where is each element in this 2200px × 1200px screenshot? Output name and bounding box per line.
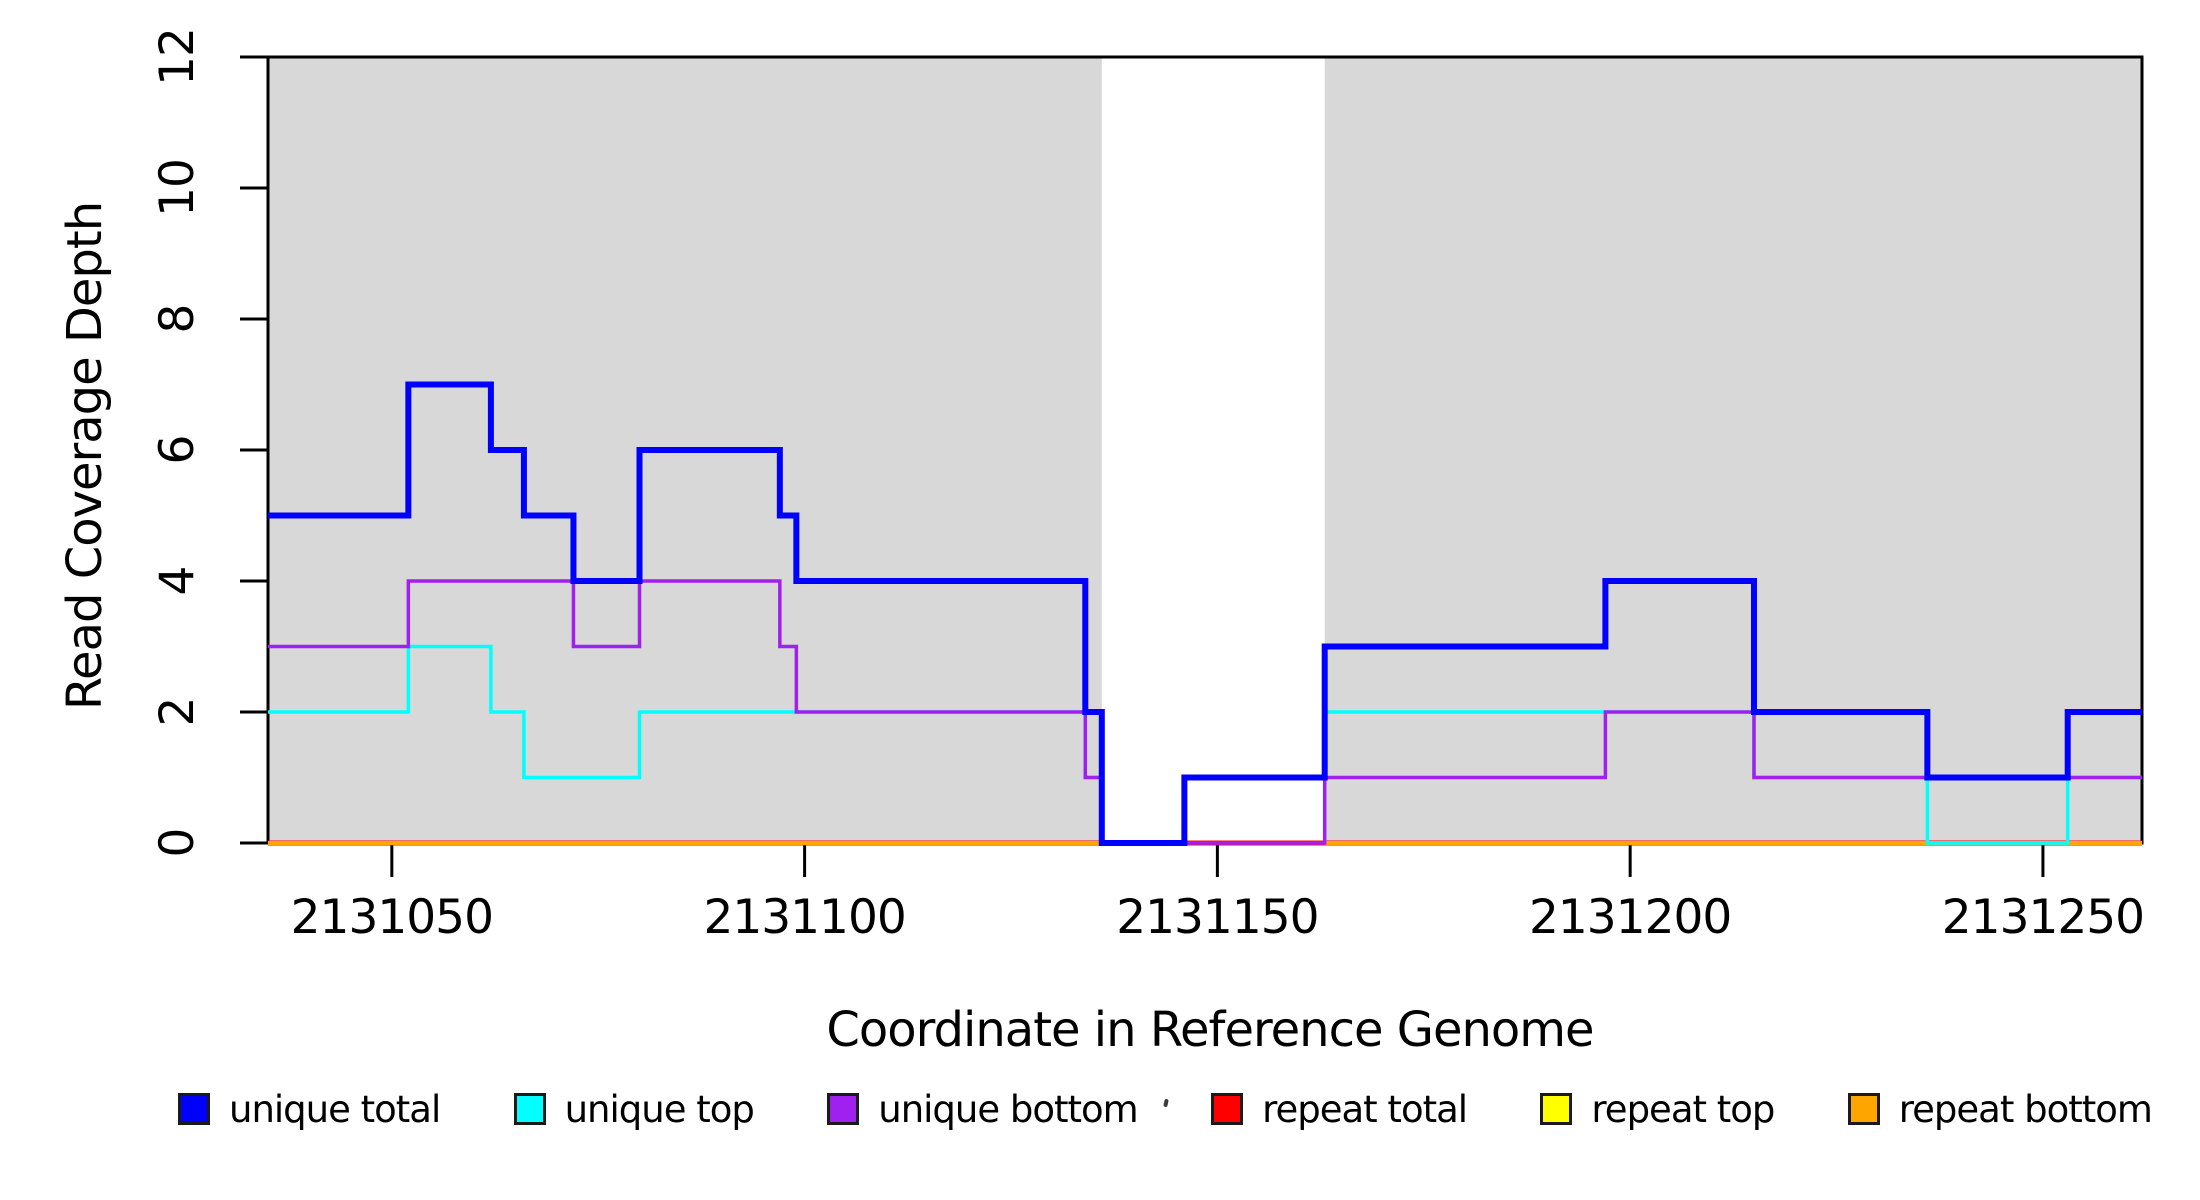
x-tick-label: 2131050 (291, 890, 493, 945)
legend-item-unique-bottom: unique bottom (827, 1087, 1139, 1131)
y-tick-label: 2 (150, 698, 205, 727)
x-tick-label: 2131250 (1942, 890, 2144, 945)
x-tick-label: 2131200 (1529, 890, 1731, 945)
y-axis-title: Read Coverage Depth (57, 201, 113, 711)
y-tick-label: 10 (150, 159, 205, 217)
legend-item-repeat-bottom: repeat bottom (1847, 1087, 2153, 1131)
legend-swatch-unique-total (178, 1093, 210, 1125)
y-tick-label: 4 (150, 567, 205, 596)
y-tick-label: 6 (150, 436, 205, 465)
series-line-unique-total (268, 381, 2142, 846)
shaded-region (1324, 57, 2142, 843)
legend-label: unique bottom (878, 1087, 1138, 1131)
legend-item-repeat-total: repeat total (1211, 1087, 1468, 1131)
y-tick-label: 0 (150, 829, 205, 858)
legend-swatch-repeat-top (1540, 1093, 1573, 1125)
legend-item-unique-total: unique total (178, 1087, 441, 1131)
legend-item-unique-top: unique top (513, 1087, 755, 1131)
legend-label: unique total (229, 1087, 441, 1131)
x-tick-label: 2131150 (1116, 890, 1318, 945)
legend-item-repeat-top: repeat top (1540, 1087, 1775, 1131)
x-tick-label: 2131100 (703, 890, 905, 945)
legend-swatch-repeat-bottom (1847, 1093, 1880, 1125)
legend-label: repeat total (1262, 1087, 1468, 1131)
legend-label: unique top (564, 1087, 755, 1131)
y-tick-label: 8 (150, 305, 205, 334)
series-line-unique-bottom (268, 579, 2142, 845)
legend-swatch-unique-top (513, 1093, 546, 1125)
legend-label: repeat bottom (1898, 1087, 2153, 1131)
legend: unique total unique top unique bottom repea… (178, 1086, 2153, 1132)
legend-swatch-unique-bottom (827, 1093, 860, 1125)
y-tick-label: 12 (150, 28, 205, 86)
x-axis-title: Coordinate in Reference Genome (826, 1002, 1594, 1058)
legend-label: repeat top (1591, 1087, 1775, 1131)
legend-swatch-repeat-total (1211, 1093, 1244, 1125)
